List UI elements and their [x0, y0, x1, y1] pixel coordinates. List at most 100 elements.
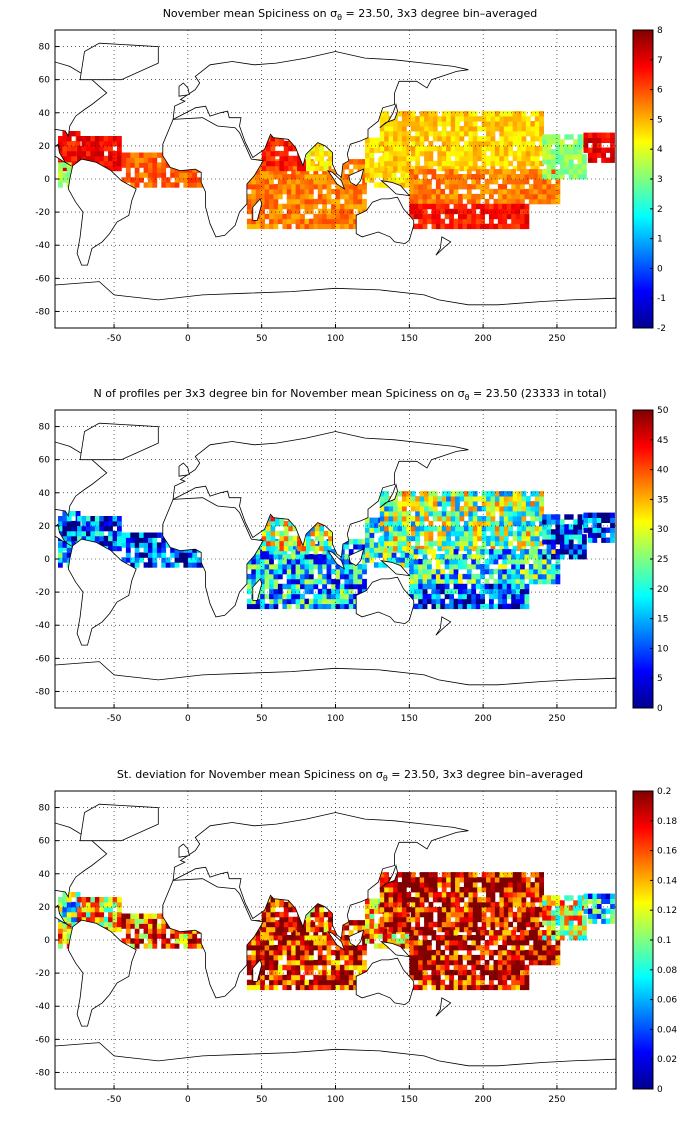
data-cell — [62, 530, 68, 537]
data-cell — [384, 511, 389, 517]
data-cell — [112, 165, 118, 172]
data-cell — [401, 906, 407, 913]
colorbar-tick-label: 20 — [657, 585, 669, 595]
data-cell — [555, 905, 561, 911]
data-cell — [480, 193, 485, 200]
data-cell — [246, 198, 252, 205]
data-cell — [319, 921, 325, 928]
data-cell — [477, 926, 482, 933]
data-cell — [331, 169, 336, 175]
data-cell — [384, 155, 389, 162]
data-cell — [546, 144, 552, 150]
data-cell — [458, 223, 463, 230]
data-cell — [559, 915, 565, 921]
data-cell — [506, 573, 512, 580]
data-cell — [139, 933, 144, 939]
data-cell — [427, 578, 432, 585]
data-cell — [397, 872, 403, 878]
data-cell — [362, 959, 367, 966]
data-cell — [401, 136, 407, 142]
data-cell — [463, 126, 469, 132]
data-cell — [428, 150, 434, 157]
data-cell — [418, 198, 423, 205]
data-cell — [551, 134, 556, 140]
data-cell — [489, 188, 494, 195]
data-cell — [446, 916, 451, 923]
data-cell — [125, 152, 131, 158]
data-cell — [148, 557, 153, 563]
data-cell — [291, 925, 296, 931]
data-cell — [397, 126, 403, 132]
data-cell — [458, 218, 463, 225]
data-cell — [148, 162, 153, 168]
data-cell — [503, 491, 509, 497]
data-cell — [486, 872, 491, 878]
data-cell — [428, 872, 434, 878]
data-cell — [596, 142, 602, 148]
data-cell — [419, 111, 425, 117]
data-cell — [260, 564, 265, 570]
data-cell — [291, 593, 296, 600]
data-cell — [388, 511, 394, 517]
x-tick-label: 50 — [256, 1095, 268, 1105]
data-cell — [533, 564, 539, 570]
data-cell — [422, 930, 428, 936]
data-cell — [528, 959, 534, 966]
data-cell — [463, 155, 469, 162]
data-cell — [446, 892, 451, 898]
data-cell — [393, 887, 398, 893]
data-cell — [270, 921, 276, 928]
data-cell — [300, 984, 305, 991]
data-cell — [270, 165, 276, 172]
data-cell — [477, 165, 482, 172]
data-cell — [344, 559, 350, 565]
data-cell — [269, 203, 274, 210]
data-cell — [308, 174, 314, 180]
data-cell — [291, 964, 296, 971]
data-cell — [152, 532, 158, 538]
data-cell — [413, 984, 419, 991]
data-cell — [494, 906, 500, 913]
data-cell — [170, 172, 175, 178]
x-tick-label: 100 — [327, 334, 344, 344]
data-cell — [365, 147, 370, 153]
data-cell — [537, 578, 543, 585]
data-cell — [517, 897, 522, 903]
data-cell — [94, 535, 100, 542]
data-cell — [297, 535, 302, 542]
data-cell — [435, 984, 441, 991]
data-cell — [339, 559, 345, 565]
data-cell — [466, 969, 472, 976]
data-cell — [62, 165, 68, 172]
data-cell — [437, 131, 443, 137]
data-cell — [291, 559, 296, 565]
data-cell — [75, 520, 81, 527]
data-cell — [449, 984, 454, 991]
data-cell — [264, 974, 270, 981]
data-cell — [537, 935, 543, 941]
data-cell — [605, 908, 611, 914]
data-cell — [424, 926, 429, 933]
data-cell — [512, 877, 518, 883]
data-cell — [449, 959, 454, 966]
data-cell — [440, 969, 446, 976]
data-cell — [391, 938, 397, 944]
data-cell — [506, 549, 512, 555]
data-cell — [317, 223, 323, 230]
data-cell — [494, 496, 500, 502]
data-cell — [261, 911, 267, 918]
data-cell — [66, 535, 72, 542]
colorbar-tick-label: 0.2 — [657, 787, 671, 797]
data-cell — [62, 525, 68, 532]
data-cell — [490, 165, 496, 172]
data-cell — [428, 506, 434, 512]
data-cell — [384, 887, 389, 893]
data-cell — [539, 150, 544, 157]
data-cell — [66, 938, 72, 944]
data-cell — [62, 145, 68, 152]
data-cell — [455, 496, 460, 502]
data-cell — [413, 568, 419, 575]
data-cell — [283, 150, 289, 157]
data-cell — [260, 959, 265, 966]
continent-outline — [348, 929, 365, 948]
